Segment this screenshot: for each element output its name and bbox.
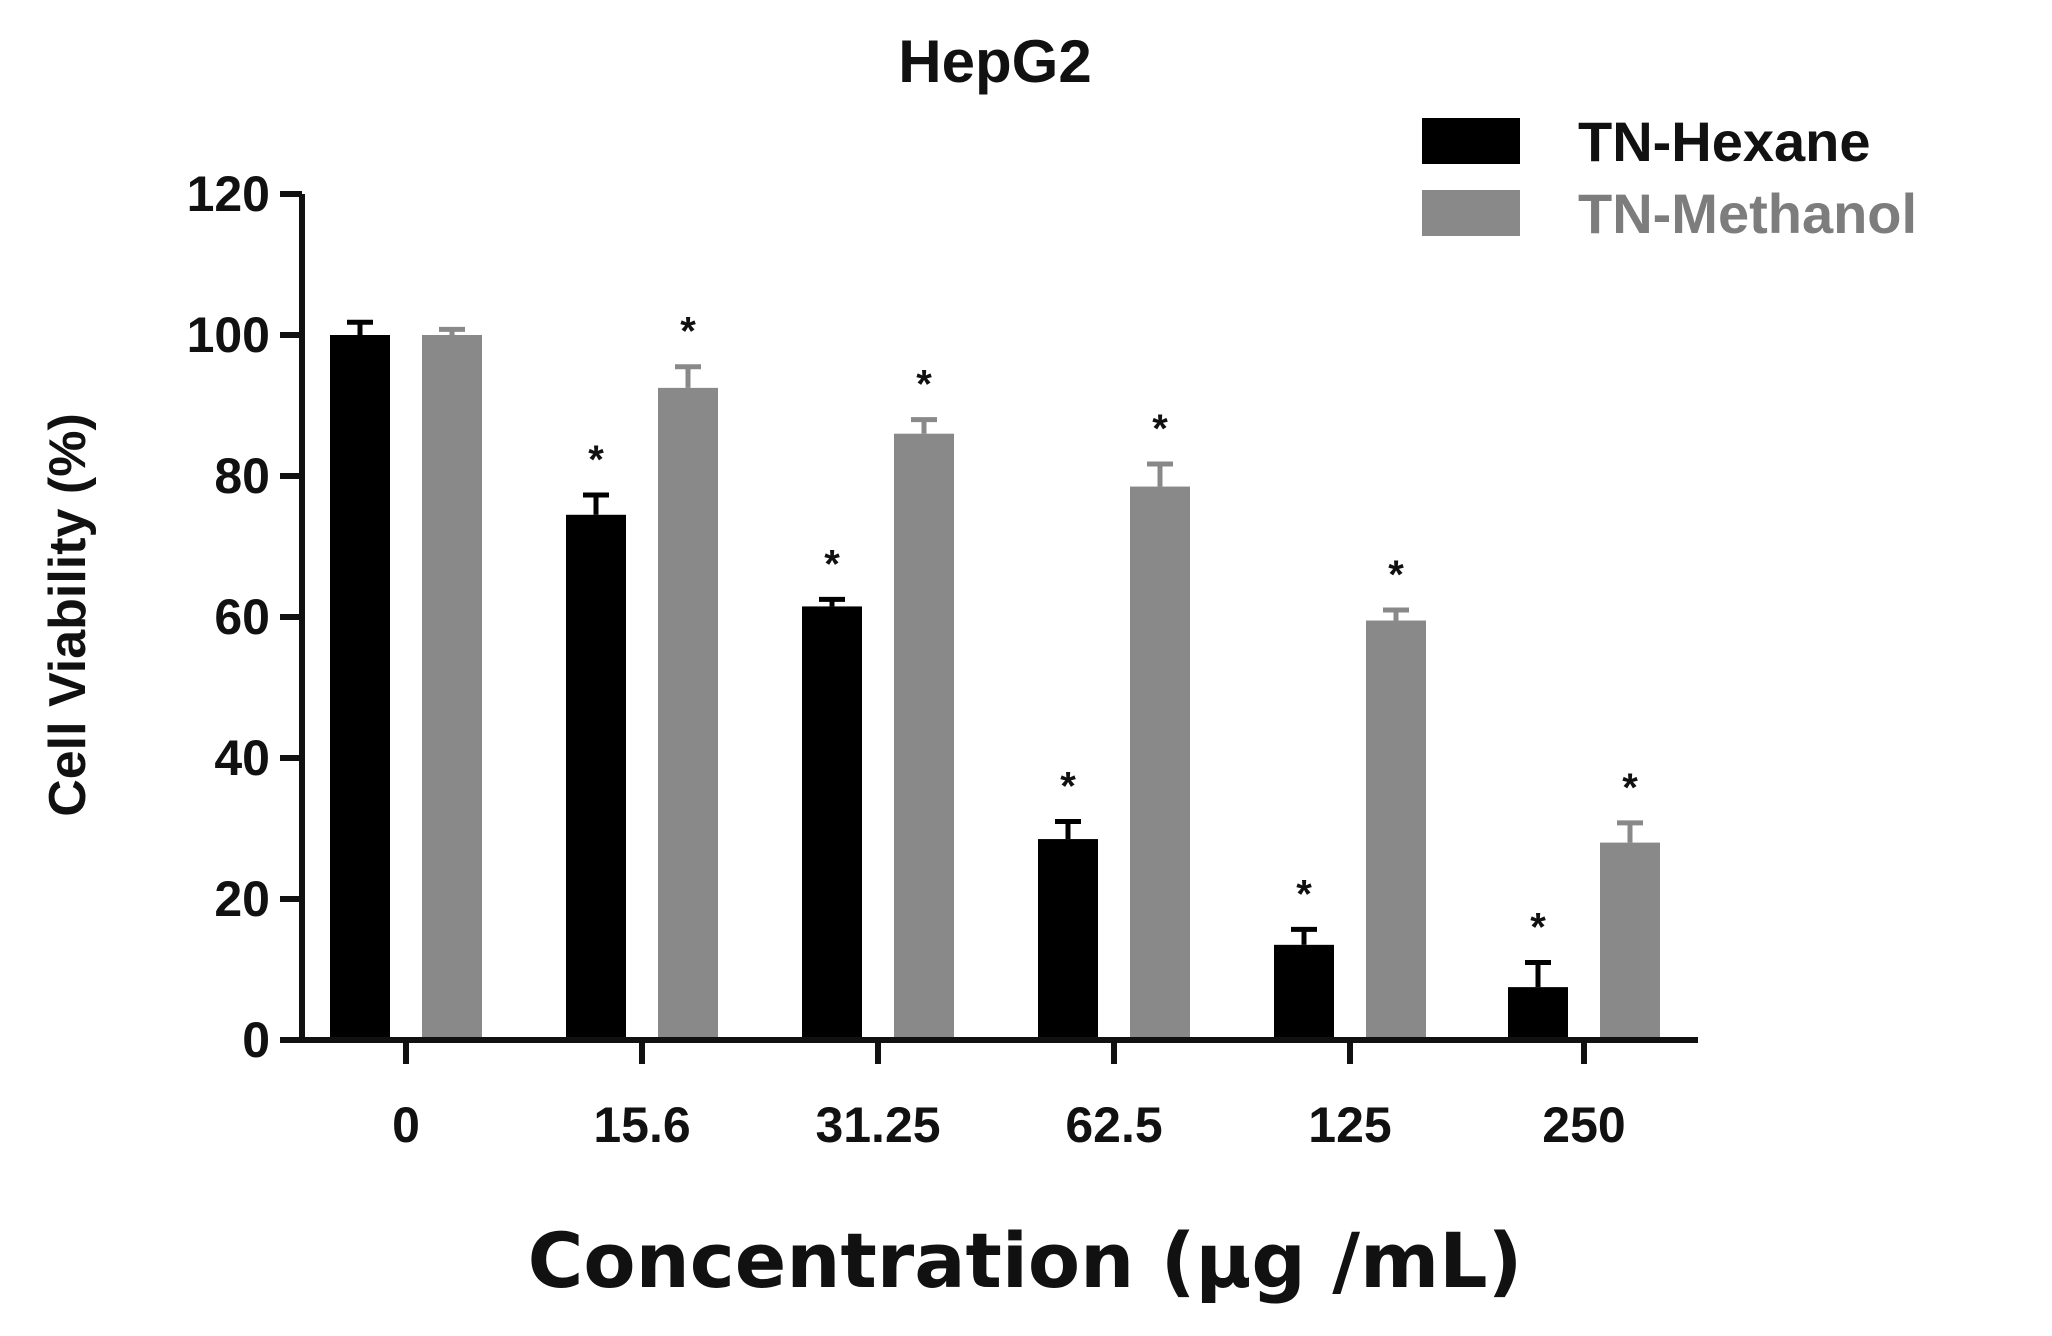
x-tick-label: 15.6	[593, 1097, 690, 1153]
bar-tn-hexane	[802, 606, 862, 1040]
y-tick-label: 60	[214, 589, 270, 645]
y-tick-label: 100	[187, 307, 270, 363]
y-tick-label: 80	[214, 448, 270, 504]
significance-star: *	[824, 542, 840, 586]
significance-star: *	[588, 438, 604, 482]
legend-swatch-methanol	[1422, 190, 1520, 236]
significance-star: *	[680, 310, 696, 354]
significance-star: *	[1152, 407, 1168, 451]
significance-star: *	[1622, 766, 1638, 810]
y-ticks: 0 20 40 60 80 100 120	[187, 166, 302, 1068]
bars	[330, 335, 1660, 1040]
bar-tn-methanol	[894, 433, 954, 1040]
bar-tn-methanol	[1130, 486, 1190, 1040]
bar-tn-methanol	[1600, 842, 1660, 1040]
y-axis-label: Cell Viability (%)	[39, 413, 97, 817]
y-tick-label: 120	[187, 166, 270, 222]
x-tick-label: 125	[1308, 1097, 1391, 1153]
legend-label-hexane: TN-Hexane	[1578, 110, 1871, 173]
legend: TN-Hexane TN-Methanol	[1422, 110, 1917, 245]
x-tick-label: 31.25	[815, 1097, 940, 1153]
bar-tn-hexane	[1038, 839, 1098, 1040]
bar-tn-hexane	[566, 514, 626, 1040]
error-bars	[347, 319, 1643, 988]
y-tick-label: 20	[214, 871, 270, 927]
x-tick-label: 0	[392, 1097, 420, 1153]
x-tick-label: 62.5	[1065, 1097, 1162, 1153]
significance-markers: * * * * * * * * * *	[588, 310, 1638, 950]
y-tick-label: 0	[242, 1012, 270, 1068]
chart-title: HepG2	[898, 28, 1091, 95]
bar-tn-methanol	[658, 387, 718, 1040]
bar-tn-hexane	[1508, 987, 1568, 1040]
x-axis-label: Concentration (μg /mL)	[528, 1216, 1523, 1305]
significance-star: *	[1388, 553, 1404, 597]
significance-star: *	[1296, 872, 1312, 916]
significance-star: *	[1060, 764, 1076, 808]
bar-tn-hexane	[1274, 944, 1334, 1040]
legend-label-methanol: TN-Methanol	[1578, 182, 1917, 245]
x-ticks: 0 15.6 31.25 62.5 125 250	[392, 1040, 1626, 1153]
bar-tn-hexane	[330, 335, 390, 1040]
y-tick-label: 40	[214, 730, 270, 786]
legend-swatch-hexane	[1422, 118, 1520, 164]
bar-tn-methanol	[422, 335, 482, 1040]
bar-tn-methanol	[1366, 620, 1426, 1040]
x-tick-label: 250	[1542, 1097, 1625, 1153]
significance-star: *	[1530, 905, 1546, 949]
significance-star: *	[916, 363, 932, 407]
